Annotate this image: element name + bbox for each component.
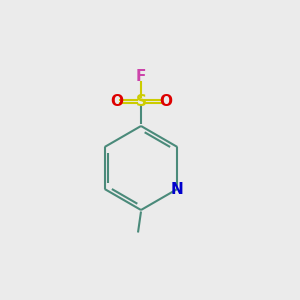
Text: S: S bbox=[136, 94, 146, 109]
Text: O: O bbox=[110, 94, 123, 109]
Text: F: F bbox=[136, 69, 146, 84]
Text: O: O bbox=[159, 94, 172, 109]
Text: N: N bbox=[171, 182, 184, 196]
